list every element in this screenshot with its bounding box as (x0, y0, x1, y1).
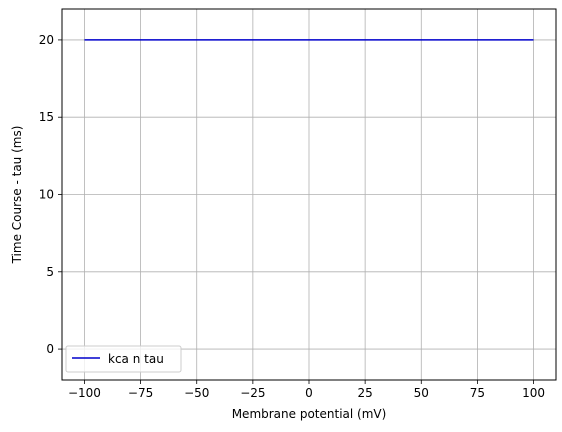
y-tick-label: 10 (39, 188, 54, 202)
x-tick-label: −100 (68, 386, 101, 400)
y-tick-label: 15 (39, 110, 54, 124)
legend: kca n tau (65, 345, 182, 373)
y-axis-label: Time Course - tau (ms) (10, 126, 24, 265)
legend-label: kca n tau (108, 352, 164, 366)
x-tick-label: −75 (128, 386, 153, 400)
x-tick-label: 0 (305, 386, 313, 400)
grid (62, 9, 556, 380)
x-tick-label: 75 (470, 386, 485, 400)
x-axis-ticks: −100 −75 −50 −25 0 25 50 75 100 (68, 380, 545, 400)
legend-box (65, 345, 182, 373)
x-tick-label: −25 (240, 386, 265, 400)
y-tick-label: 0 (46, 342, 54, 356)
y-tick-label: 20 (39, 33, 54, 47)
x-tick-label: 25 (357, 386, 372, 400)
x-tick-label: 50 (414, 386, 429, 400)
x-tick-label: 100 (522, 386, 545, 400)
y-axis-ticks: 0 5 10 15 20 (39, 33, 62, 356)
y-tick-label: 5 (46, 265, 54, 279)
x-axis-label: Membrane potential (mV) (232, 407, 387, 421)
x-tick-label: −50 (184, 386, 209, 400)
